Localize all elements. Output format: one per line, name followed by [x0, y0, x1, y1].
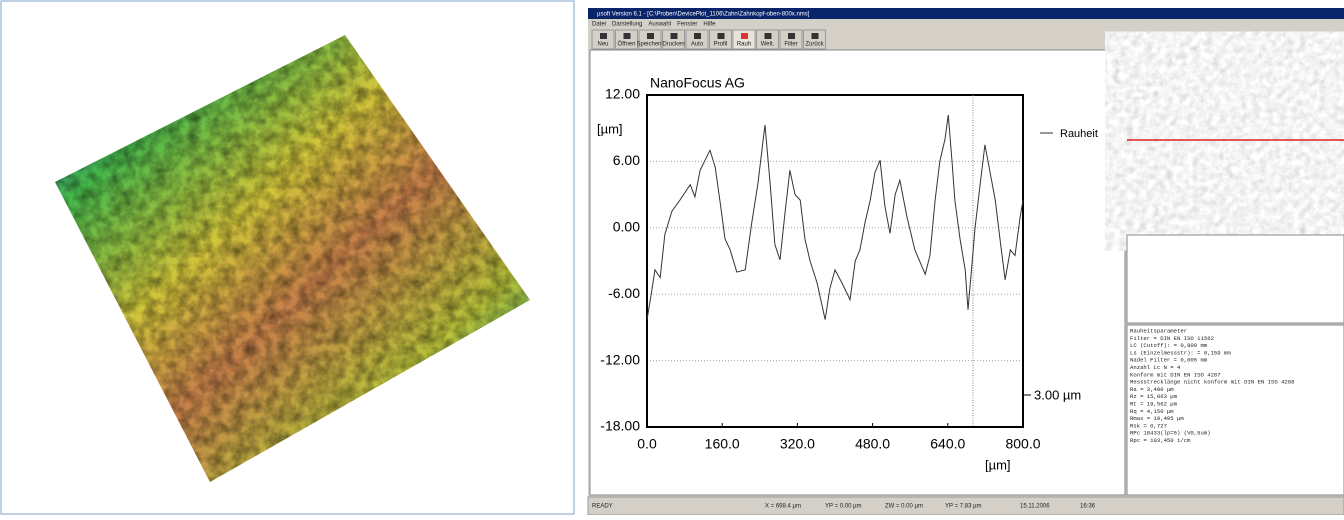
toolbar-label: Drucken — [662, 42, 684, 48]
status-field: READY — [592, 504, 613, 510]
param-line: Rt = 19,562 µm — [1130, 400, 1178, 407]
y-tick-label: 12.00 — [605, 86, 640, 102]
toolbar-icon — [741, 33, 748, 39]
param-line: Filter = DIN EN ISO 11562 — [1130, 335, 1214, 342]
toolbar-icon — [671, 33, 678, 39]
param-line: Rq = 4,150 µm — [1130, 408, 1174, 415]
mini-pane — [1127, 235, 1344, 323]
y-tick-label: 0.00 — [613, 219, 640, 235]
param-line: Rpc = 103,450 1/cm — [1130, 437, 1191, 444]
param-line: Nadel Filter = 0,005 mm — [1130, 357, 1208, 364]
toolbar-label: Zurück — [805, 42, 824, 48]
status-field: YP = 0.00 µm — [825, 504, 862, 510]
status-field: ZW = 0.00 µm — [885, 504, 923, 510]
status-field: X = 698.4 µm — [765, 504, 801, 510]
param-line: Messstrecklänge nicht konform mit DIN EN… — [1130, 379, 1294, 386]
toolbar-label: Filter — [784, 42, 797, 48]
toolbar-icon — [765, 33, 772, 39]
toolbar-icon — [647, 33, 654, 39]
status-field: 16:36 — [1080, 504, 1096, 510]
surface-image — [1127, 50, 1344, 232]
param-line: RPc 18433(lp=5) (V0,5um) — [1130, 430, 1211, 437]
param-line: LC (Cutoff): = 0,800 mm — [1130, 342, 1208, 349]
param-line: Anzahl Lc N = 4 — [1130, 364, 1181, 371]
y-tick-label: -12.00 — [600, 351, 640, 367]
param-line: Konform mit DIN EN ISO 4287 — [1130, 371, 1221, 378]
param-line: Ls (Einzelmessstr): = 0,159 mm — [1130, 349, 1231, 356]
toolbar-label: Welt. — [761, 42, 775, 48]
toolbar-label: Rauh — [737, 42, 751, 48]
toolbar-label: Auto — [691, 42, 704, 48]
status-field: YP = 7.83 µm — [945, 504, 982, 510]
chart-title: NanoFocus AG — [650, 75, 745, 91]
toolbar-icon — [694, 33, 701, 39]
x-tick-label: 160.0 — [705, 436, 740, 452]
screen: µsoft Version 6.1 - [C:\Proben\DevicePlo… — [0, 0, 1344, 515]
menu-item[interactable]: Hilfe — [703, 22, 716, 28]
x-tick-label: 320.0 — [780, 436, 815, 452]
toolbar-label: Neu — [597, 42, 608, 48]
param-line: Rmax = 19,495 µm — [1130, 415, 1184, 422]
legend-label: Rauheit — [1060, 128, 1098, 140]
y-axis-label: [µm] — [597, 121, 623, 136]
toolbar-icon — [600, 33, 607, 39]
annotation: 3.00 µm — [1034, 387, 1081, 402]
x-tick-label: 0.0 — [637, 436, 657, 452]
x-tick-label: 480.0 — [855, 436, 890, 452]
param-line: Ra = 3,400 µm — [1130, 386, 1174, 393]
menu-item[interactable]: Darstellung — [612, 22, 642, 28]
x-tick-label: 640.0 — [930, 436, 965, 452]
param-line: Rauheitsparameter — [1130, 327, 1187, 334]
toolbar-label: Öffnen — [618, 41, 636, 48]
y-tick-label: -6.00 — [608, 285, 640, 301]
toolbar-icon — [812, 33, 819, 39]
toolbar-icon — [788, 33, 795, 39]
toolbar-label: Speichern — [636, 42, 663, 48]
param-line: Rz = 15,063 µm — [1130, 393, 1178, 400]
status-field: 15.11.2006 — [1020, 504, 1050, 510]
toolbar-label: Profil — [714, 42, 728, 48]
x-axis-label: [µm] — [985, 457, 1011, 472]
window-title: µsoft Version 6.1 - [C:\Proben\DevicePlo… — [597, 12, 810, 18]
y-tick-label: 6.00 — [613, 152, 640, 168]
y-tick-label: -18.00 — [600, 418, 640, 434]
menu-item[interactable]: Datei — [592, 22, 606, 28]
chart-pane — [590, 50, 1125, 495]
menu-item[interactable]: Fenster — [677, 22, 697, 28]
x-tick-label: 800.0 — [1005, 436, 1040, 452]
param-line: Rsk = 0,727 — [1130, 422, 1167, 429]
toolbar-icon — [718, 33, 725, 39]
menu-item[interactable]: Auswahl — [648, 22, 671, 28]
toolbar-icon — [624, 33, 631, 39]
